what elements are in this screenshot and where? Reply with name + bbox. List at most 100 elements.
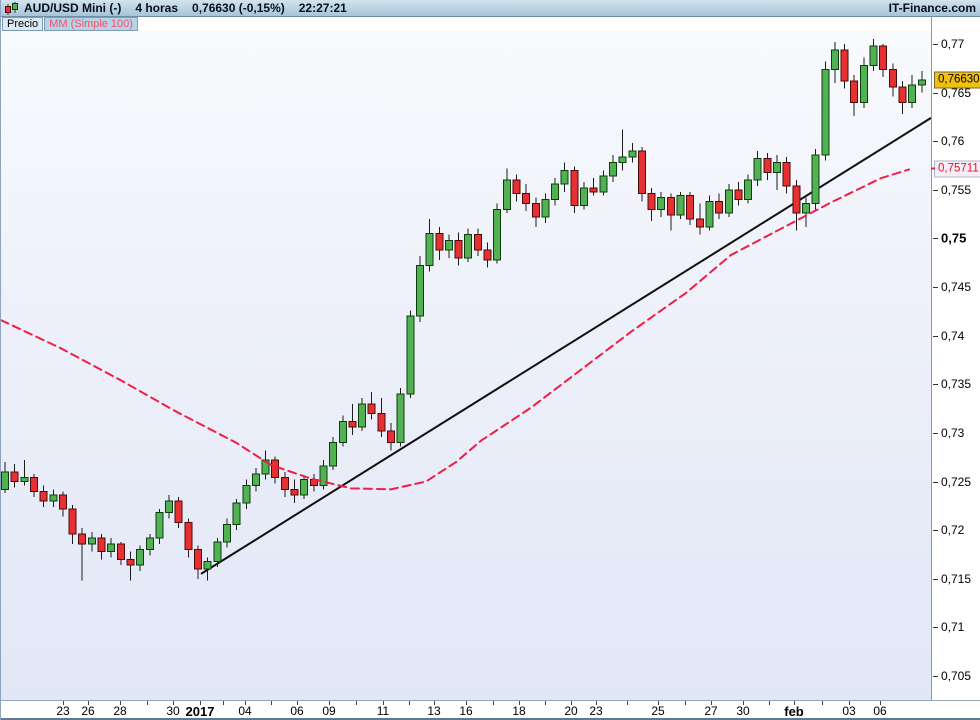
y-axis-tick [933,627,938,629]
y-axis-tick [933,530,938,532]
x-axis-tick [684,701,686,705]
titlebar: AUD/USD Mini (-) 4 horas 0,76630 (-0,15%… [1,0,980,17]
x-axis-label: 23 [589,704,603,718]
x-axis-tick [519,701,520,705]
x-axis-label: 11 [376,704,390,718]
y-axis-tick [933,141,938,143]
clock-label: 22:27:21 [298,1,347,15]
x-axis-label: 18 [512,704,526,718]
x-axis-tick [571,701,572,705]
tab-mm-label: MM (Simple 100) [49,18,133,30]
x-axis-label: 30 [736,704,750,718]
x-axis-label: 03 [842,704,856,718]
y-axis-label: 0,76 [941,134,965,149]
x-axis-tick [329,701,330,705]
x-axis-tick [658,701,659,705]
y-axis-tick [933,189,938,191]
y-axis-label: 0,725 [941,474,972,489]
y-axis-label: 0,755 [941,182,972,197]
x-axis-tick [297,701,298,705]
x-axis-tick [849,701,850,705]
y-axis-tick [933,92,938,94]
x-axis-tick [120,701,121,705]
y-axis-tick [933,578,938,580]
y-axis-tick [933,384,938,386]
x-axis-label: 06 [290,704,304,718]
x-axis-tick [88,701,89,705]
x-axis-tick [880,701,881,705]
x-axis-tick [434,701,435,705]
x-axis-label: 20 [564,704,578,718]
x-axis-tick [768,701,770,705]
indicator-tab-row: Precio MM (Simple 100) [1,17,980,31]
symbol-label: AUD/USD Mini (-) [24,1,122,15]
tab-mm-simple-100[interactable]: MM (Simple 100) [44,17,138,31]
ma-badge: 0,75711 [931,160,980,178]
x-axis-tick [466,701,467,705]
x-axis-tick [173,701,174,705]
price-badge: 0,76630 [934,71,980,89]
price-chart-svg [1,39,931,581]
x-axis-tick [794,701,795,705]
y-axis-label: 0,705 [941,669,972,683]
x-axis-tick [356,701,357,705]
x-axis-tick [627,701,628,705]
x-axis-tick [222,701,224,705]
y-axis-tick [933,44,938,45]
x-axis-label: 25 [651,704,665,718]
ma-line [1,168,910,491]
y-axis-tick [933,432,938,434]
x-axis-tick [743,701,744,705]
x-axis-label: 23 [56,704,70,718]
y-axis-label: 0,77 [941,37,965,51]
x-axis-tick [146,701,148,705]
y-axis-tick [933,287,938,289]
x-axis-label: 26 [81,704,95,718]
trendline [200,117,931,575]
y-axis-tick [933,481,938,483]
y-axis-label: 0,745 [941,280,972,295]
plot-area[interactable]: © IT-Finance.com [1,31,931,720]
y-axis-label: 0,72 [941,523,965,538]
x-axis-tick [492,701,494,705]
x-axis-label: 2017 [185,704,215,719]
x-axis-label: feb [784,704,804,719]
x-axis-label: 30 [166,704,180,718]
x-axis-label: 16 [459,704,473,718]
y-axis: 0,76630 0,75711 0,77 0,765 0,76 0,755 0,75 0,… [931,17,980,700]
y-axis-tick [933,676,938,677]
x-axis-tick [63,701,64,705]
tab-precio-label: Precio [7,18,39,30]
y-axis-label: 0,74 [941,328,965,343]
y-axis-label: 0,71 [941,620,965,635]
x-axis-tick [821,701,823,705]
y-axis-label: 0,735 [941,377,972,392]
tab-precio[interactable]: Precio [2,17,44,31]
candlestick-icon [5,1,18,15]
x-axis-label: 06 [873,704,887,718]
x-axis-tick [271,701,272,705]
x-axis-label: 13 [427,704,441,718]
x-axis-tick [408,701,410,705]
x-axis-label: 04 [238,704,252,718]
y-axis-label: 0,75 [941,230,967,246]
timeframe-label: 4 horas [135,1,179,15]
x-axis-label: 27 [704,704,718,718]
y-axis-tick [933,238,938,240]
x-axis: 23 26 28 30 2017 04 06 09 11 13 16 18 20 23 25 27 30 feb 0… [1,700,980,720]
y-axis-label: 0,715 [941,571,972,586]
x-axis-tick [545,701,546,705]
x-axis-tick [596,701,597,705]
brand-label: IT-Finance.com [888,1,976,15]
y-axis-tick [933,335,938,337]
x-axis-tick [711,701,712,705]
ma-badge-tick [931,167,935,170]
x-axis-tick [383,701,384,705]
x-axis-label: 09 [322,704,336,718]
candles-group [1,39,926,581]
x-axis-tick [245,701,246,705]
quote-label: 0,76630 (-0,15%) [192,1,285,15]
x-axis-tick [200,701,201,705]
y-axis-label: 0,765 [941,85,972,100]
